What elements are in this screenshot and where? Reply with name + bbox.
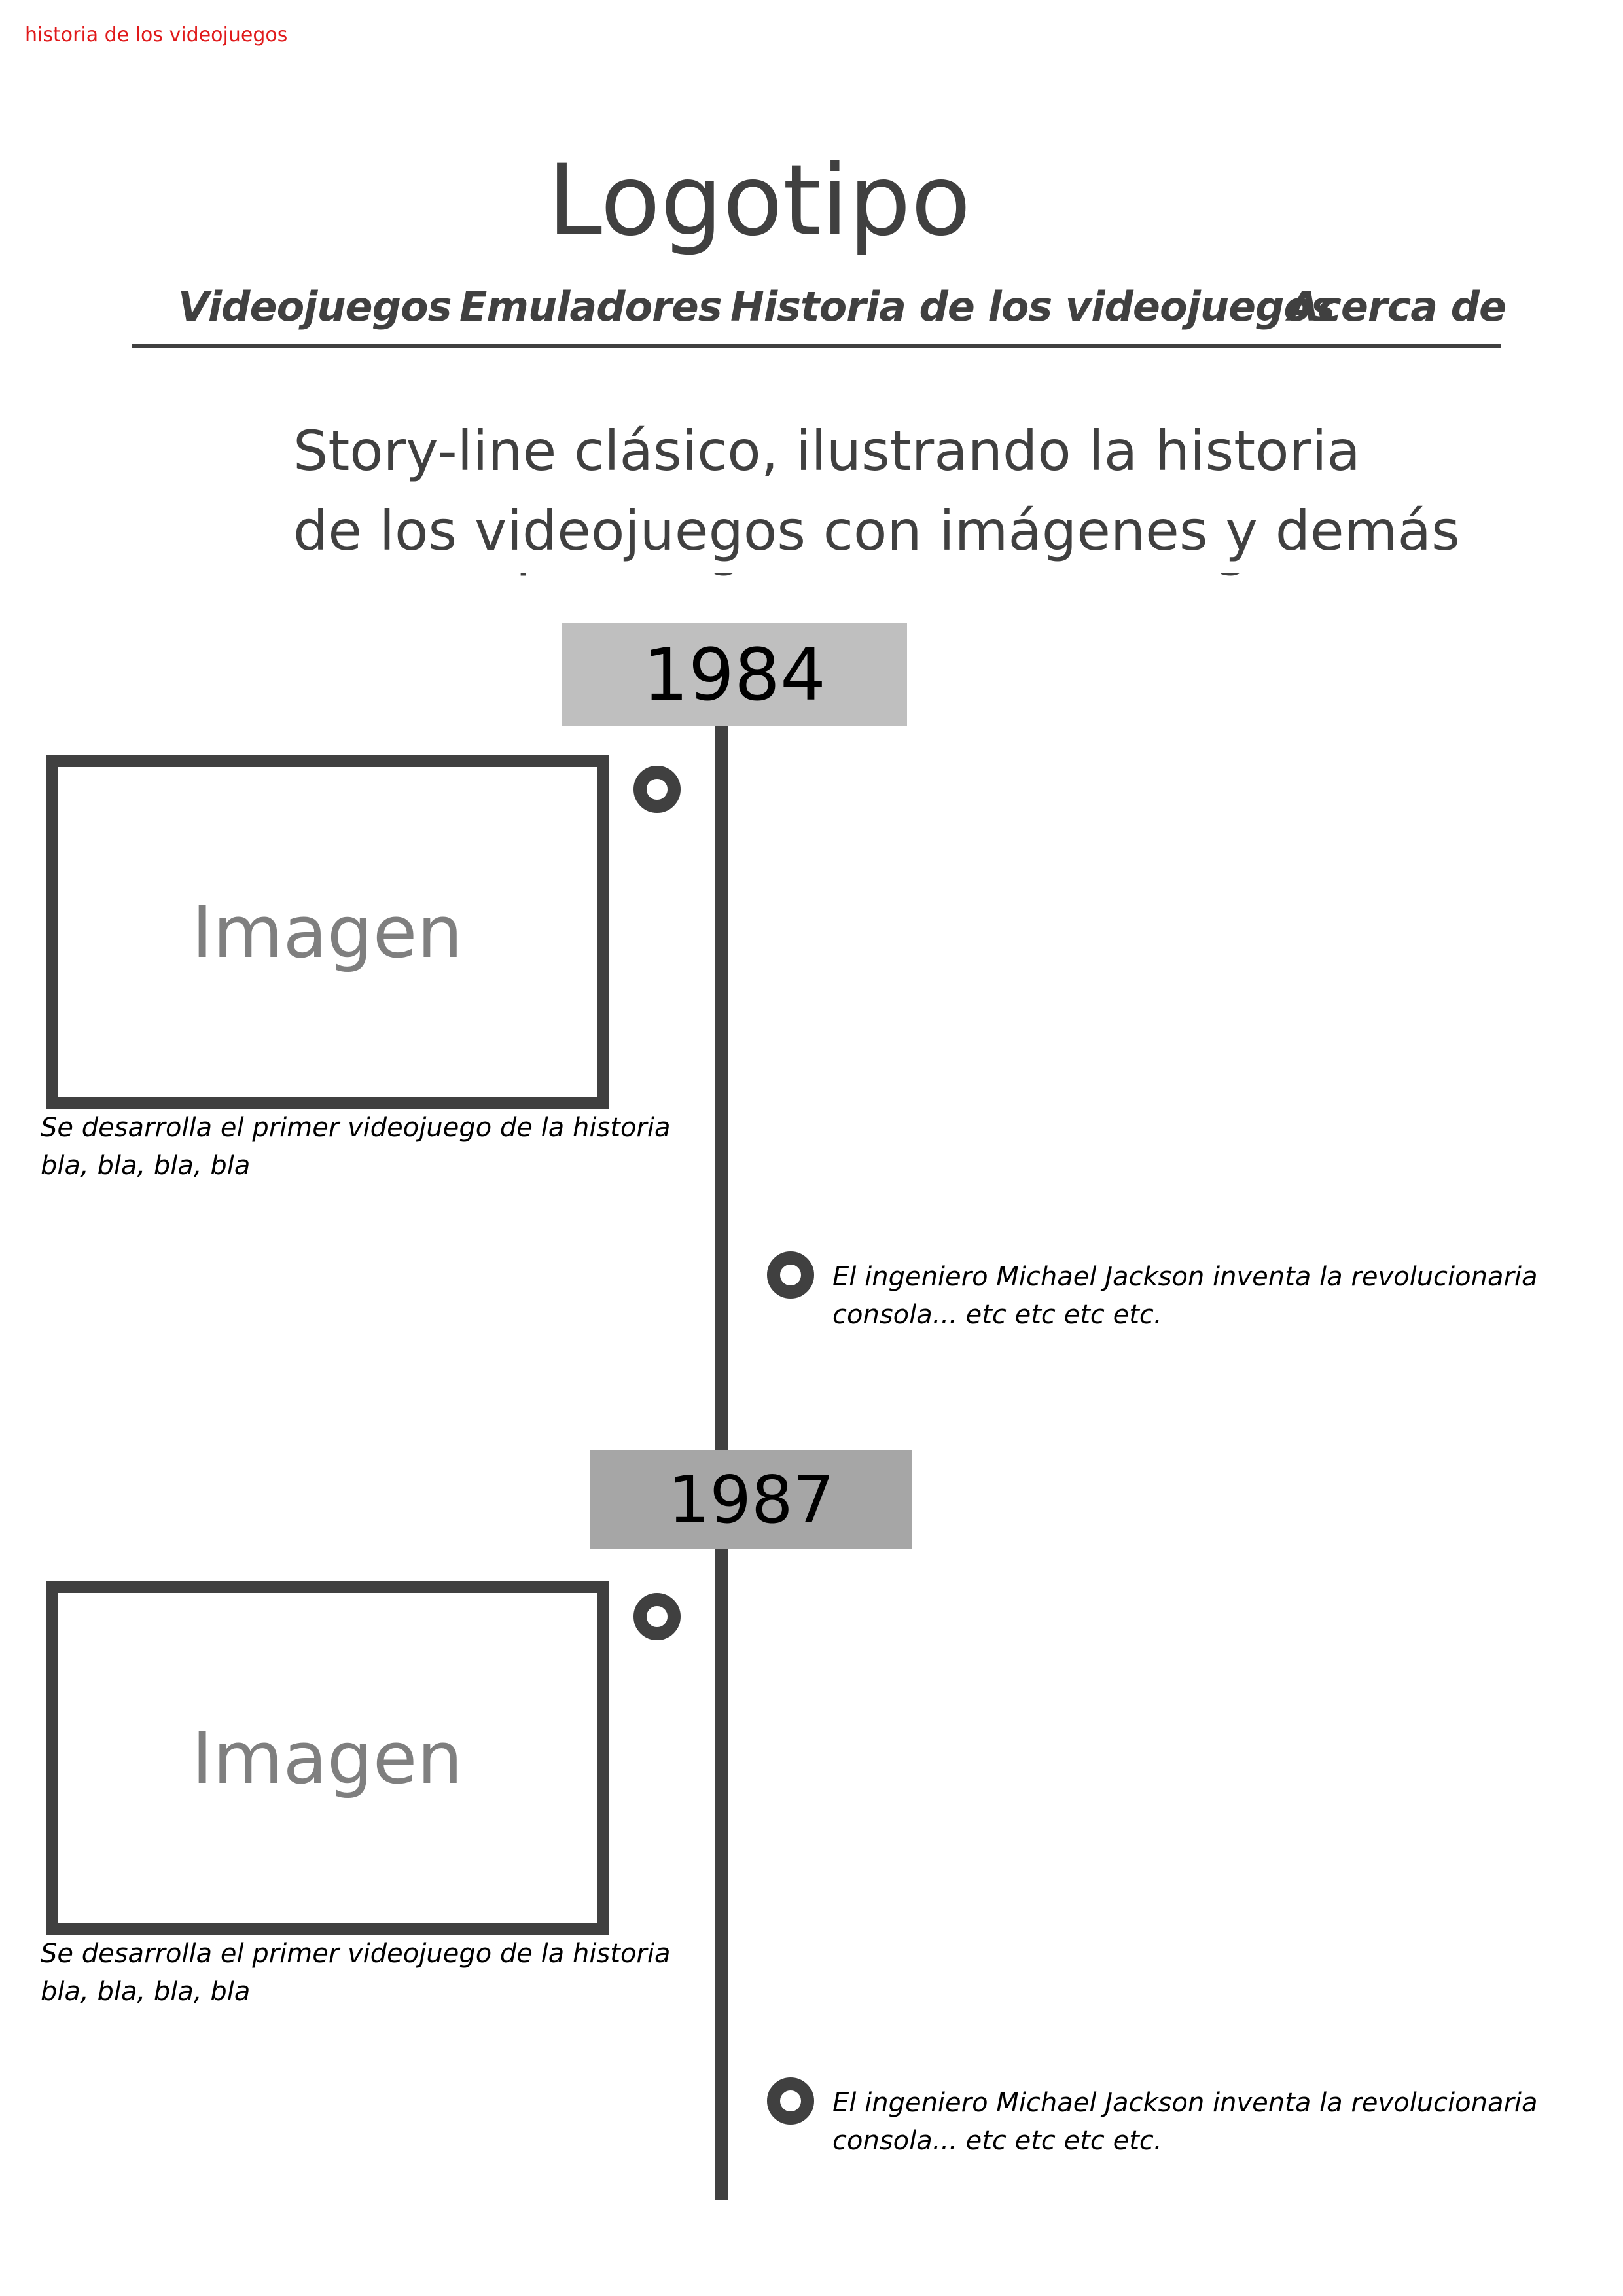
right-caption-line-2: consola... etc etc etc etc. (832, 2126, 1162, 2156)
right-caption-line-1: El ingeniero Michael Jackson inventa la … (832, 1262, 1538, 1292)
right-caption-line-2: consola... etc etc etc etc. (832, 1300, 1162, 1330)
nav-item-emuladores[interactable]: Emuladores (459, 283, 722, 331)
nav-item-historia[interactable]: Historia de los videojuegos (730, 283, 1335, 331)
left-caption-line-2: bla, bla, bla, bla (41, 1977, 251, 2007)
year-label: 1984 (643, 633, 826, 717)
intro-line-1: Story-line clásico, ilustrando la histor… (293, 419, 1361, 483)
timeline-marker-left[interactable] (633, 1593, 681, 1640)
document-title: historia de los videojuegos (25, 24, 288, 46)
timeline-marker-left[interactable] (633, 766, 681, 813)
right-caption: El ingeniero Michael Jackson inventa la … (832, 1258, 1538, 1334)
year-box-1984: 1984 (562, 623, 907, 726)
left-caption: Se desarrolla el primer videojuego de la… (41, 1935, 671, 2011)
intro-line-2: de los videojuegos con imágenes y demás (293, 499, 1460, 563)
year-box-1987: 1987 (590, 1450, 912, 1549)
left-caption-line-1: Se desarrolla el primer videojuego de la… (41, 1113, 671, 1143)
logo[interactable]: Logotipo (547, 144, 971, 258)
nav-item-videojuegos[interactable]: Videojuegos (178, 283, 452, 331)
right-caption: El ingeniero Michael Jackson inventa la … (832, 2084, 1538, 2160)
intro-text: Story-line clásico, ilustrando la histor… (293, 411, 1460, 571)
image-placeholder-1987: Imagen (46, 1581, 609, 1935)
intro-clipped-line: p g g p (293, 573, 1340, 600)
nav-item-acerca-de[interactable]: Acerca de (1288, 283, 1507, 331)
image-placeholder-1984: Imagen (46, 755, 609, 1109)
image-label: Imagen (191, 890, 463, 974)
timeline-marker-right[interactable] (767, 2077, 814, 2125)
timeline-marker-right[interactable] (767, 1251, 814, 1299)
left-caption-line-2: bla, bla, bla, bla (41, 1151, 251, 1181)
image-label: Imagen (191, 1716, 463, 1800)
right-caption-line-1: El ingeniero Michael Jackson inventa la … (832, 2088, 1538, 2118)
left-caption: Se desarrolla el primer videojuego de la… (41, 1109, 671, 1185)
left-caption-line-1: Se desarrolla el primer videojuego de la… (41, 1939, 671, 1969)
nav-divider (132, 344, 1501, 348)
year-label: 1987 (668, 1461, 835, 1538)
